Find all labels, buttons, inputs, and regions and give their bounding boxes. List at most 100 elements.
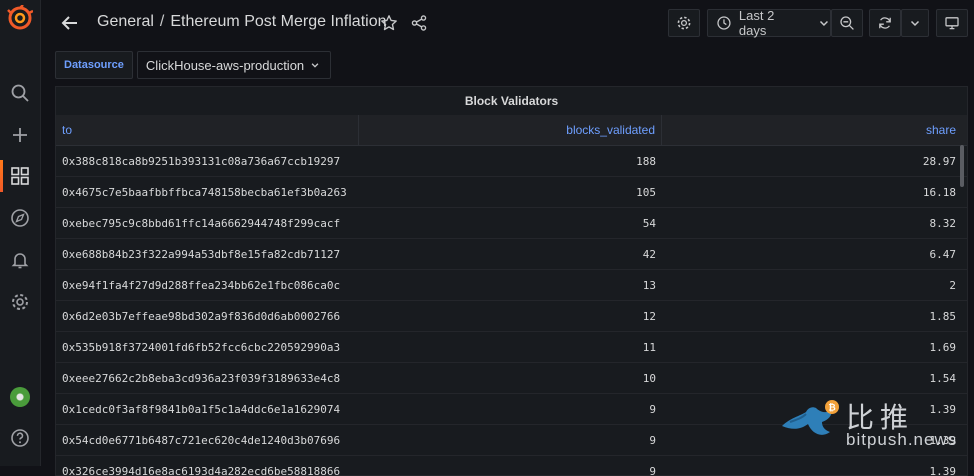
arrow-left-icon	[61, 16, 77, 30]
grafana-logo-icon[interactable]	[7, 5, 33, 31]
cell-blocks-validated: 11	[642, 340, 656, 354]
table-row: 0x388c818ca8b9251b393131c08a736a67ccb192…	[56, 146, 967, 177]
table-row: 0x4675c7e5baafbbffbca748158becba61ef3b0a…	[56, 177, 967, 208]
search-icon	[11, 84, 29, 102]
clock-icon	[717, 16, 731, 30]
dashboard-title[interactable]: Ethereum Post Merge Inflation	[170, 13, 387, 30]
cell-blocks-validated: 9	[649, 464, 656, 476]
dashboards-icon	[11, 167, 29, 185]
star-icon[interactable]	[380, 14, 398, 32]
zoom-out-button[interactable]	[831, 9, 863, 37]
sidebar-item-search[interactable]	[0, 75, 40, 111]
cell-blocks-validated: 9	[649, 402, 656, 416]
breadcrumb-folder[interactable]: General	[97, 13, 154, 30]
zoom-out-icon	[840, 16, 854, 30]
cell-share: 1.85	[929, 309, 957, 323]
cell-share: 1.54	[929, 371, 957, 385]
table-body: 0x388c818ca8b9251b393131c08a736a67ccb192…	[56, 146, 967, 476]
table-row: 0xeee27662c2b8eba3cd936a23f039f3189633e4…	[56, 363, 967, 394]
sidebar-item-explore[interactable]	[0, 200, 40, 236]
cell-blocks-validated: 105	[636, 185, 656, 199]
table-row: 0x1cedc0f3af8f9841b0a1f5c1a4ddc6e1a16290…	[56, 394, 967, 425]
table-row: 0xe94f1fa4f27d9d288ffea234bb62e1fbc086ca…	[56, 270, 967, 301]
watermark-chinese-text: 比推	[846, 401, 915, 434]
cell-blocks-validated: 42	[642, 247, 656, 261]
explore-icon	[11, 209, 29, 227]
cell-share: 6.47	[929, 247, 957, 261]
table-row: 0xe688b84b23f322a994a53dbf8e15fa82cdb711…	[56, 239, 967, 270]
cell-blocks-validated: 10	[642, 371, 656, 385]
cell-to: 0x326ce3994d16e8ac6193d4a282ecd6be588188…	[62, 464, 341, 476]
dashboard-settings-button[interactable]	[668, 9, 700, 37]
cell-share: 16.18	[922, 185, 956, 199]
side-nav	[0, 0, 41, 466]
table-row: 0x6d2e03b7effeae98bd302a9f836d0d6ab00027…	[56, 301, 967, 332]
bitpush-bird-logo-icon: ₿	[782, 400, 839, 435]
cell-share: 1.39	[929, 433, 957, 447]
breadcrumb-separator: /	[159, 13, 165, 30]
avatar[interactable]	[10, 387, 30, 407]
cell-to: 0xeee27662c2b8eba3cd936a23f039f3189633e4…	[62, 371, 341, 385]
cell-blocks-validated: 54	[642, 216, 656, 230]
sidebar-item-dashboards[interactable]	[0, 158, 40, 194]
cell-blocks-validated: 13	[642, 278, 656, 292]
chevron-down-icon	[910, 20, 920, 27]
watermark-english-text: bitpush.news	[846, 430, 958, 449]
chevron-down-icon	[311, 63, 319, 68]
cell-blocks-validated: 12	[642, 309, 656, 323]
time-range-label: Last 2 days	[738, 8, 775, 38]
cell-to: 0xe688b84b23f322a994a53dbf8e15fa82cdb711…	[62, 247, 341, 261]
block-validators-panel: Block Validators to blocks_validated sha…	[55, 86, 968, 476]
alert-bell-icon	[11, 253, 29, 269]
view-mode-button[interactable]	[936, 9, 968, 37]
cell-to: 0x388c818ca8b9251b393131c08a736a67ccb192…	[62, 154, 341, 168]
refresh-interval-dropdown[interactable]	[901, 9, 929, 37]
column-header-to[interactable]: to	[56, 115, 359, 145]
column-header-blocks-validated[interactable]: blocks_validated	[359, 115, 662, 145]
cell-share: 2	[949, 278, 956, 292]
cell-to: 0xebec795c9c8bbd61ffc14a6662944748f299ca…	[62, 216, 341, 230]
cell-share: 1.39	[929, 402, 957, 416]
cell-share: 1.69	[929, 340, 957, 354]
gear-icon	[677, 16, 691, 30]
datasource-value: ClickHouse-aws-production	[145, 57, 305, 73]
cell-to: 0x1cedc0f3af8f9841b0a1f5c1a4ddc6e1a16290…	[62, 402, 341, 416]
cell-share: 28.97	[922, 154, 956, 168]
variables-bar: Datasource ClickHouse-aws-production	[55, 51, 332, 79]
sidebar-item-alerting[interactable]	[0, 242, 40, 278]
top-bar: General / Ethereum Post Merge Inflation …	[41, 0, 974, 46]
table-row: 0x54cd0e6771b6487c721ec620c4de1240d3b076…	[56, 425, 967, 456]
page-title: General / Ethereum Post Merge Inflation	[97, 13, 386, 31]
cell-to: 0xe94f1fa4f27d9d288ffea234bb62e1fbc086ca…	[62, 278, 341, 292]
cell-to: 0x535b918f3724001fd6fb52fcc6cbc220592990…	[62, 340, 341, 354]
time-range-picker[interactable]: Last 2 days	[707, 8, 831, 38]
cell-share: 1.39	[929, 464, 957, 476]
back-button[interactable]	[59, 12, 81, 34]
sidebar-item-configuration[interactable]	[0, 284, 40, 320]
share-icon[interactable]	[410, 14, 428, 32]
table-row: 0x535b918f3724001fd6fb52fcc6cbc220592990…	[56, 332, 967, 363]
cell-to: 0x4675c7e5baafbbffbca748158becba61ef3b0a…	[62, 185, 347, 199]
table-header: to blocks_validated share	[56, 115, 967, 146]
cell-blocks-validated: 188	[636, 154, 656, 168]
cell-to: 0x54cd0e6771b6487c721ec620c4de1240d3b076…	[62, 433, 341, 447]
cell-share: 8.32	[929, 216, 957, 230]
cell-blocks-validated: 9	[649, 433, 656, 447]
refresh-icon	[879, 17, 891, 29]
sidebar-item-help[interactable]	[0, 420, 40, 456]
svg-text:₿: ₿	[828, 403, 835, 414]
tv-icon	[945, 17, 959, 30]
cell-to: 0x6d2e03b7effeae98bd302a9f836d0d6ab00027…	[62, 309, 341, 323]
refresh-button[interactable]	[869, 9, 901, 37]
sidebar-item-create[interactable]	[0, 117, 40, 153]
watermark: ₿ 比推 bitpush.news	[778, 396, 968, 456]
table-scrollbar[interactable]	[960, 145, 964, 187]
chevron-down-icon	[820, 20, 829, 27]
table-row: 0x326ce3994d16e8ac6193d4a282ecd6be588188…	[56, 456, 967, 476]
help-icon	[11, 429, 29, 447]
column-header-share[interactable]: share	[925, 123, 956, 137]
datasource-select[interactable]: ClickHouse-aws-production	[136, 51, 332, 79]
panel-title[interactable]: Block Validators	[464, 94, 559, 108]
plus-icon	[13, 128, 27, 142]
gear-icon	[12, 294, 28, 310]
